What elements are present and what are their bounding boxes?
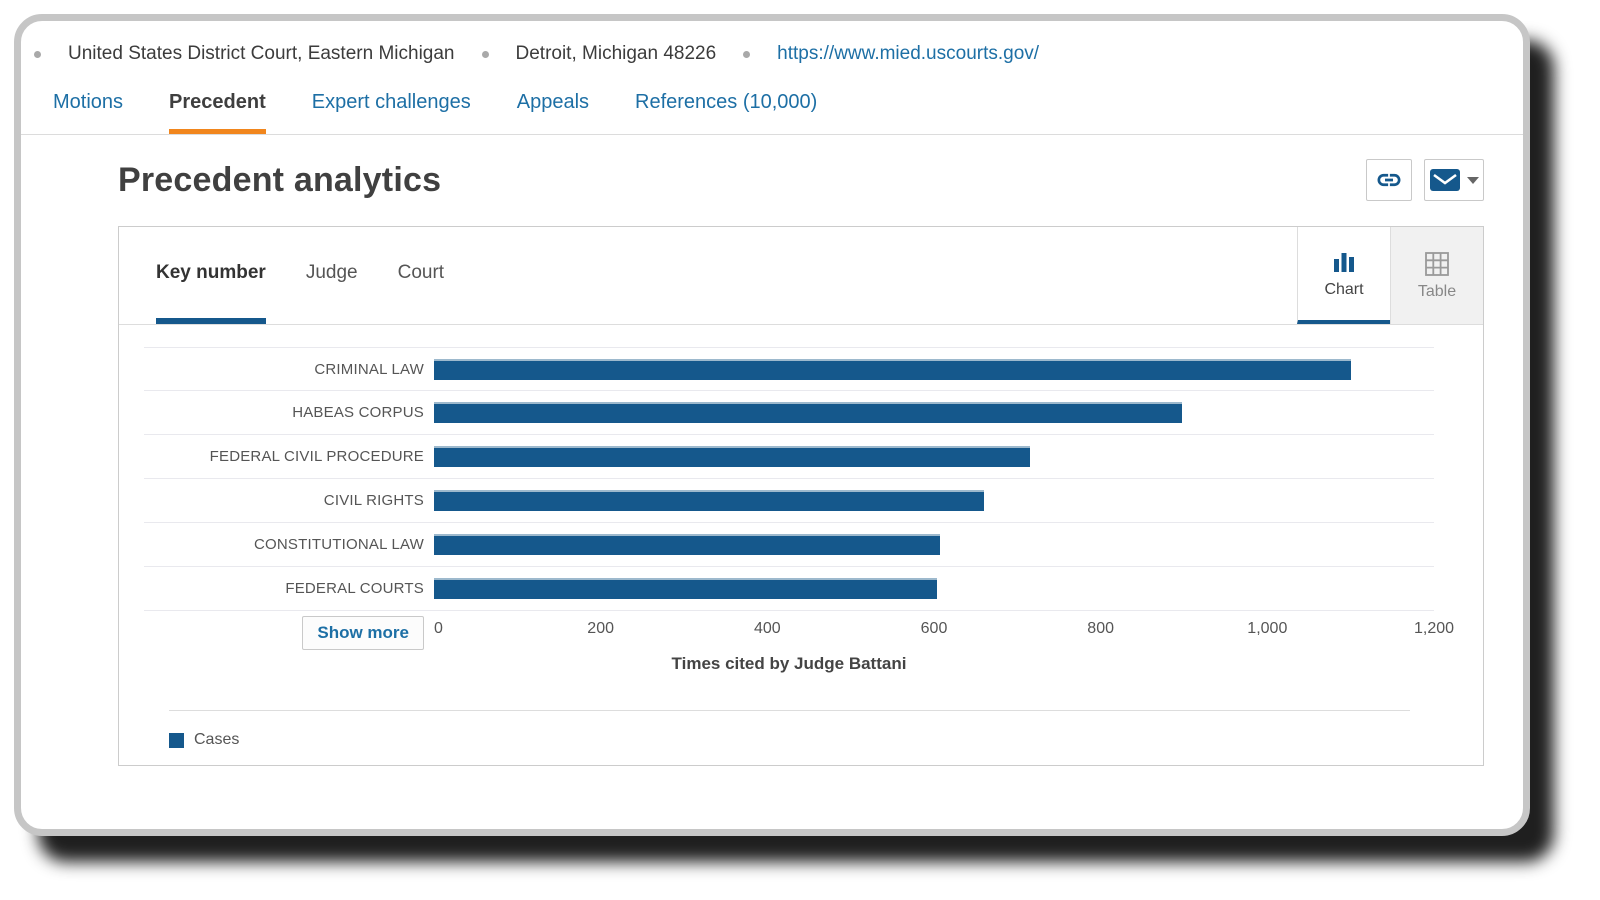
chart-row: CRIMINAL LAW bbox=[144, 347, 1434, 391]
chart-row: CIVIL RIGHTS bbox=[144, 479, 1434, 523]
chart-legend: Cases bbox=[144, 711, 1434, 749]
x-axis: 0 200 400 600 800 1,000 1,200 bbox=[434, 616, 1454, 650]
bar-chart: CRIMINAL LAW HABEAS CORPUS FEDERAL CIVIL P… bbox=[119, 325, 1483, 749]
bullet-icon bbox=[743, 50, 751, 58]
tab-references[interactable]: References (10,000) bbox=[635, 91, 818, 113]
tab-judge[interactable]: Judge bbox=[305, 261, 358, 283]
bar-constitutional-law[interactable] bbox=[434, 534, 940, 555]
chart-row: CONSTITUTIONAL LAW bbox=[144, 523, 1434, 567]
bar-criminal-law[interactable] bbox=[434, 358, 1351, 380]
x-tick: 800 bbox=[1087, 620, 1115, 637]
chart-view-button[interactable]: Chart bbox=[1297, 227, 1390, 324]
table-view-button[interactable]: Table bbox=[1390, 227, 1483, 324]
main-tab-bar: Motions Precedent Expert challenges Appe… bbox=[21, 65, 1523, 135]
show-more-button[interactable]: Show more bbox=[302, 616, 424, 650]
x-tick: 0 bbox=[434, 620, 443, 637]
app-window: United States District Court, Eastern Mi… bbox=[14, 14, 1530, 836]
bar-habeas-corpus[interactable] bbox=[434, 402, 1183, 423]
bar-track bbox=[434, 490, 1434, 511]
court-name: United States District Court, Eastern Mi… bbox=[68, 43, 455, 64]
court-url-link[interactable]: https://www.mied.uscourts.gov/ bbox=[777, 43, 1040, 64]
tab-key-number[interactable]: Key number bbox=[156, 227, 266, 324]
email-button[interactable] bbox=[1424, 159, 1484, 201]
x-tick: 400 bbox=[753, 620, 781, 637]
table-grid-icon bbox=[1424, 251, 1450, 277]
table-view-label: Table bbox=[1417, 282, 1457, 300]
envelope-icon bbox=[1429, 169, 1460, 191]
category-label: FEDERAL CIVIL PROCEDURE bbox=[209, 448, 424, 465]
tab-appeals[interactable]: Appeals bbox=[516, 91, 590, 113]
bar-track bbox=[434, 534, 1434, 555]
legend-swatch-cases bbox=[169, 732, 184, 748]
link-icon bbox=[1376, 167, 1402, 193]
divider bbox=[169, 710, 1410, 711]
bar-track bbox=[434, 446, 1434, 467]
tab-motions[interactable]: Motions bbox=[53, 91, 124, 113]
chart-row: FEDERAL CIVIL PROCEDURE bbox=[144, 435, 1434, 479]
tab-precedent[interactable]: Precedent bbox=[169, 91, 266, 134]
category-label: CRIMINAL LAW bbox=[314, 360, 424, 378]
copy-link-button[interactable] bbox=[1366, 159, 1412, 201]
chart-row: FEDERAL COURTS bbox=[144, 567, 1434, 611]
page-title: Precedent analytics bbox=[118, 160, 442, 199]
category-label: CIVIL RIGHTS bbox=[323, 492, 424, 509]
x-tick: 1,200 bbox=[1413, 620, 1455, 637]
bullet-icon bbox=[481, 50, 489, 58]
bar-civil-rights[interactable] bbox=[434, 490, 984, 511]
x-tick: 600 bbox=[920, 620, 948, 637]
bar-chart-icon bbox=[1331, 249, 1357, 275]
view-toggle: Chart Table bbox=[1297, 227, 1483, 324]
chart-row: HABEAS CORPUS bbox=[144, 391, 1434, 435]
court-header: United States District Court, Eastern Mi… bbox=[21, 21, 1523, 65]
category-label: FEDERAL COURTS bbox=[285, 580, 424, 597]
legend-label: Cases bbox=[194, 731, 240, 748]
x-tick: 1,000 bbox=[1247, 620, 1288, 637]
tab-court[interactable]: Court bbox=[397, 261, 445, 283]
x-axis-label: Times cited by Judge Battani bbox=[671, 654, 907, 673]
precedent-analytics-card: Key number Judge Court Chart bbox=[118, 226, 1484, 766]
court-address: Detroit, Michigan 48226 bbox=[515, 43, 717, 64]
chevron-down-icon bbox=[1466, 176, 1479, 184]
category-label: CONSTITUTIONAL LAW bbox=[254, 536, 424, 553]
bar-track bbox=[434, 578, 1434, 599]
bar-track bbox=[434, 402, 1434, 423]
bullet-icon bbox=[34, 50, 41, 58]
chart-view-label: Chart bbox=[1324, 280, 1364, 298]
category-label: HABEAS CORPUS bbox=[292, 404, 424, 421]
tab-expert-challenges[interactable]: Expert challenges bbox=[311, 91, 471, 113]
title-toolbar bbox=[1366, 159, 1484, 201]
bar-federal-courts[interactable] bbox=[434, 578, 938, 599]
bar-federal-civil-procedure[interactable] bbox=[434, 446, 1030, 467]
bar-track bbox=[434, 358, 1434, 380]
x-tick: 200 bbox=[587, 620, 615, 637]
card-tab-bar: Key number Judge Court bbox=[119, 227, 444, 324]
